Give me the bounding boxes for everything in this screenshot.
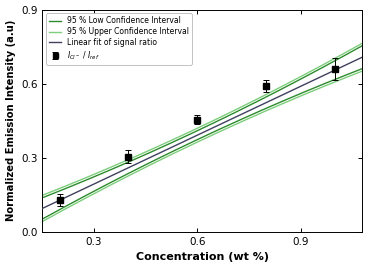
Linear fit of signal ratio xyxy=(236,114,241,117)
95 % Low Confidence Interval xyxy=(236,119,241,122)
95 % Upper Confidence Interval xyxy=(330,58,335,61)
Linear fit of signal ratio xyxy=(360,55,365,59)
Linear fit of signal ratio xyxy=(330,70,335,73)
95 % Upper Confidence Interval xyxy=(231,109,235,113)
95 % Low Confidence Interval xyxy=(41,217,46,220)
95 % Upper Confidence Interval xyxy=(236,107,241,110)
Legend: 95 % Low Confidence Interval, 95 % Upper Confidence Interval, Linear fit of sign: 95 % Low Confidence Interval, 95 % Upper… xyxy=(46,13,192,65)
95 % Low Confidence Interval xyxy=(310,87,314,90)
95 % Upper Confidence Interval xyxy=(230,110,234,113)
Linear fit of signal ratio xyxy=(310,79,314,83)
95 % Low Confidence Interval xyxy=(330,79,335,82)
Line: 95 % Upper Confidence Interval: 95 % Upper Confidence Interval xyxy=(42,43,362,195)
95 % Low Confidence Interval xyxy=(360,67,365,70)
Line: 95 % Low Confidence Interval: 95 % Low Confidence Interval xyxy=(42,69,362,219)
95 % Upper Confidence Interval xyxy=(310,69,314,72)
95 % Low Confidence Interval xyxy=(231,121,235,125)
95 % Low Confidence Interval xyxy=(40,217,45,221)
Y-axis label: Normalized Emission Intensity (a.u): Normalized Emission Intensity (a.u) xyxy=(6,20,15,221)
Linear fit of signal ratio xyxy=(40,207,45,210)
95 % Upper Confidence Interval xyxy=(41,193,46,196)
Linear fit of signal ratio xyxy=(41,206,46,210)
Linear fit of signal ratio xyxy=(231,117,235,120)
Line: Linear fit of signal ratio: Linear fit of signal ratio xyxy=(42,57,362,209)
Linear fit of signal ratio xyxy=(230,117,234,120)
95 % Low Confidence Interval xyxy=(230,122,234,125)
X-axis label: Concentration (wt %): Concentration (wt %) xyxy=(136,252,269,262)
95 % Upper Confidence Interval xyxy=(360,42,365,45)
95 % Upper Confidence Interval xyxy=(40,194,45,197)
